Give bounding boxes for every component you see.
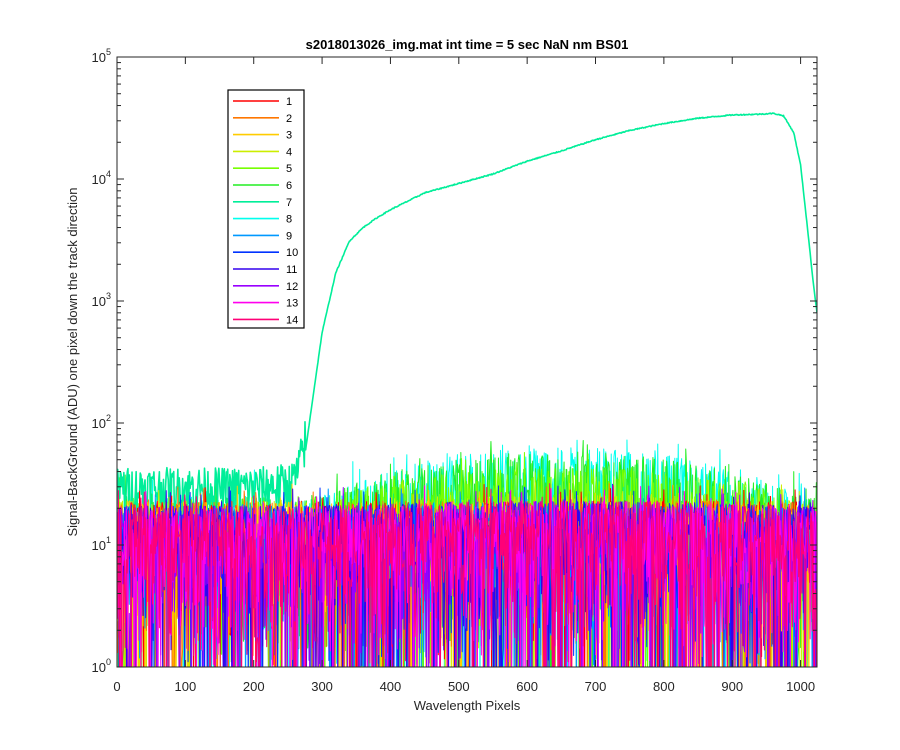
legend-label-14: 14: [286, 314, 298, 326]
legend-label-10: 10: [286, 247, 298, 259]
x-tick-label: 500: [448, 679, 470, 694]
legend-label-1: 1: [286, 96, 292, 108]
y-tick-label: 105: [92, 47, 111, 65]
axis-ticks: 0 100 200 300 400 500 600 700 800 900 100010010110…: [92, 47, 817, 694]
x-tick-label: 200: [243, 679, 265, 694]
legend-label-2: 2: [286, 113, 292, 125]
x-tick-label: 300: [311, 679, 333, 694]
legend-label-12: 12: [286, 281, 298, 293]
y-tick-label: 101: [92, 535, 111, 553]
legend-label-13: 13: [286, 298, 298, 310]
legend-label-6: 6: [286, 180, 292, 192]
y-tick-label: 103: [92, 291, 111, 309]
x-tick-label: 700: [585, 679, 607, 694]
legend-label-3: 3: [286, 130, 292, 142]
x-tick-label: 400: [380, 679, 402, 694]
series-line-13: [117, 485, 817, 667]
x-tick-label: 900: [721, 679, 743, 694]
y-tick-label: 104: [92, 169, 111, 187]
legend-label-8: 8: [286, 214, 292, 226]
x-tick-label: 0: [113, 679, 120, 694]
x-tick-label: 800: [653, 679, 675, 694]
series-line-14: [117, 483, 817, 667]
y-tick-label: 100: [92, 657, 111, 675]
series-layer: [117, 112, 817, 667]
legend-label-11: 11: [286, 264, 297, 276]
x-tick-label: 1000: [786, 679, 815, 694]
plot-area-frame: [116, 56, 818, 668]
x-axis-label: Wavelength Pixels: [414, 698, 521, 713]
series-line-7: [117, 112, 817, 519]
legend-label-7: 7: [286, 197, 292, 209]
y-tick-label: 102: [92, 413, 111, 431]
chart-title: s2018013026_img.mat int time = 5 sec NaN…: [306, 37, 629, 52]
x-tick-label: 100: [175, 679, 197, 694]
legend-label-9: 9: [286, 230, 292, 242]
legend-label-4: 4: [286, 146, 292, 158]
x-tick-label: 600: [516, 679, 538, 694]
legend-box: [227, 89, 305, 329]
legend-label-5: 5: [286, 163, 292, 175]
y-axis-label: Signal-BackGround (ADU) one pixel down t…: [65, 187, 80, 536]
